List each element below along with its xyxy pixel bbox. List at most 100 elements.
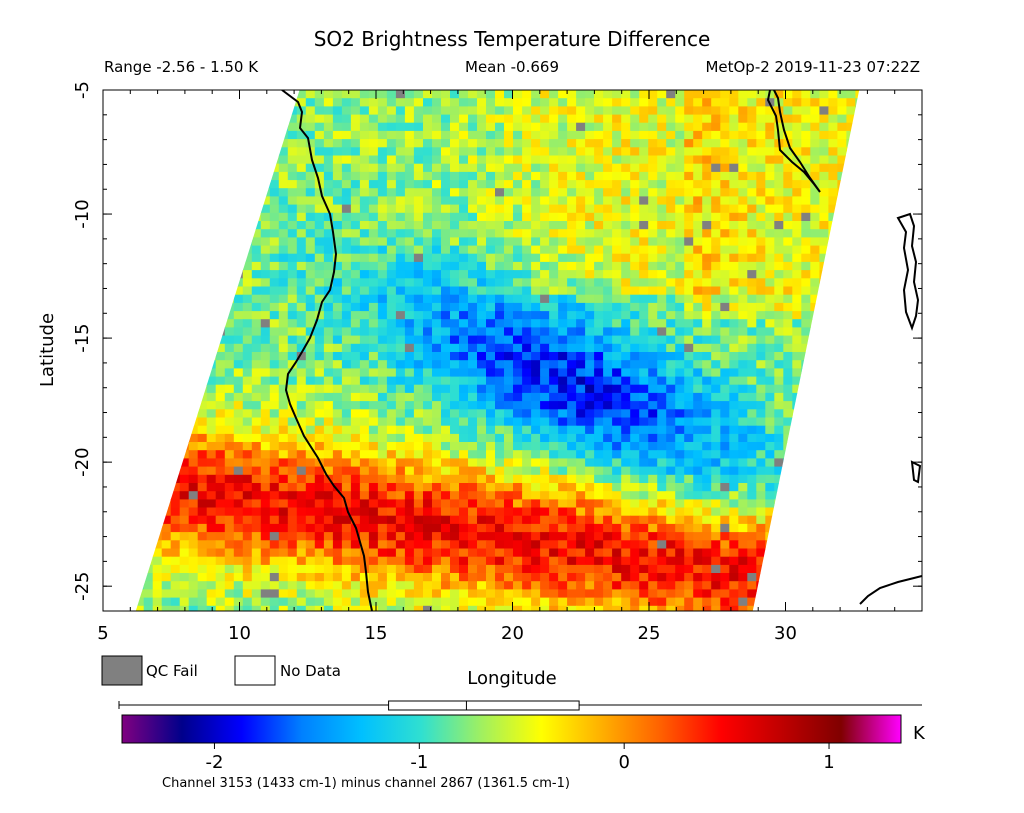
heatmap-cell: [206, 564, 217, 574]
heatmap-cell: [413, 515, 424, 525]
heatmap-cell: [720, 425, 730, 435]
heatmap-cell: [567, 343, 577, 353]
heatmap-cell: [558, 401, 568, 410]
heatmap-cell: [486, 450, 496, 459]
heatmap-cell: [576, 278, 586, 288]
heatmap-cell: [350, 450, 361, 459]
heatmap-cell: [576, 556, 586, 566]
heatmap-cell: [278, 196, 289, 206]
heatmap-cell: [522, 261, 532, 271]
heatmap-cell: [368, 245, 379, 255]
heatmap-cell: [801, 212, 811, 222]
heatmap-cell: [413, 278, 424, 288]
heatmap-cell: [332, 392, 343, 402]
heatmap-cell: [459, 196, 469, 206]
heatmap-cell: [495, 450, 505, 459]
heatmap-cell: [684, 442, 694, 451]
heatmap-cell: [648, 466, 658, 476]
heatmap-cell: [386, 425, 397, 435]
heatmap-cell: [486, 540, 496, 550]
heatmap-cell: [260, 270, 271, 279]
heatmap-cell: [522, 540, 532, 550]
heatmap-cell: [648, 499, 658, 509]
heatmap-cell: [459, 466, 469, 476]
heatmap-cell: [269, 507, 280, 517]
heatmap-cell: [368, 155, 379, 165]
heatmap-cell: [720, 507, 730, 517]
heatmap-cell: [828, 90, 838, 99]
heatmap-cell: [747, 147, 757, 157]
heatmap-cell: [504, 352, 514, 361]
heatmap-cell: [720, 360, 730, 369]
heatmap-cell: [377, 196, 388, 206]
heatmap-cell: [323, 139, 334, 148]
heatmap-cell: [314, 122, 325, 132]
heatmap-cell: [531, 229, 541, 238]
heatmap-cell: [792, 286, 802, 296]
heatmap-cell: [576, 114, 586, 124]
heatmap-cell: [792, 253, 802, 263]
heatmap-cell: [368, 319, 379, 328]
heatmap-cell: [377, 204, 388, 214]
heatmap-cell: [783, 229, 793, 238]
heatmap-cell: [648, 523, 658, 533]
heatmap-cell: [612, 270, 622, 279]
heatmap-cell: [675, 401, 685, 410]
heatmap-cell: [594, 548, 604, 558]
heatmap-cell: [513, 163, 523, 173]
heatmap-cell: [486, 221, 496, 230]
heatmap-cell: [504, 376, 514, 386]
heatmap-cell: [359, 548, 370, 558]
heatmap-cell: [413, 302, 424, 312]
heatmap-cell: [432, 491, 442, 500]
heatmap-cell: [675, 196, 685, 206]
heatmap-cell: [486, 491, 496, 500]
heatmap-cell: [278, 474, 289, 484]
heatmap-cell: [747, 106, 757, 116]
heatmap-cell: [720, 458, 730, 468]
heatmap-cell: [621, 278, 631, 288]
heatmap-cell: [801, 311, 811, 320]
heatmap-cell: [549, 376, 559, 386]
heatmap-cell: [756, 229, 766, 238]
heatmap-cell: [395, 409, 406, 419]
heatmap-cell: [305, 499, 316, 509]
heatmap-cell: [242, 352, 253, 361]
heatmap-cell: [639, 188, 649, 197]
heatmap-cell: [314, 294, 325, 304]
heatmap-cell: [305, 139, 316, 148]
heatmap-cell: [558, 556, 568, 566]
heatmap-cell: [585, 556, 595, 566]
heatmap-cell: [720, 188, 730, 197]
heatmap-cell: [495, 515, 505, 525]
heatmap-cell: [738, 147, 748, 157]
heatmap-cell: [639, 155, 649, 165]
heatmap-cell: [621, 180, 631, 189]
heatmap-cell: [729, 499, 739, 509]
heatmap-cell: [450, 499, 460, 509]
heatmap-cell: [567, 401, 577, 410]
heatmap-cell: [585, 286, 595, 296]
heatmap-cell: [558, 106, 568, 116]
heatmap-cell: [513, 327, 523, 337]
heatmap-cell: [630, 294, 640, 304]
heatmap-cell: [711, 360, 721, 369]
heatmap-cell: [657, 409, 667, 419]
heatmap-cell: [386, 343, 397, 353]
heatmap-cell: [792, 270, 802, 279]
heatmap-cell: [287, 237, 298, 247]
heatmap-cell: [639, 139, 649, 148]
heatmap-cell: [747, 417, 757, 427]
heatmap-cell: [675, 204, 685, 214]
heatmap-cell: [260, 360, 271, 369]
heatmap-cell: [504, 474, 514, 484]
heatmap-cell: [612, 523, 622, 533]
heatmap-cell: [359, 360, 370, 369]
heatmap-cell: [260, 204, 271, 214]
heatmap-cell: [305, 466, 316, 476]
heatmap-cell: [233, 376, 244, 386]
heatmap-cell: [423, 270, 433, 279]
heatmap-cell: [206, 483, 217, 492]
heatmap-cell: [459, 229, 469, 238]
heatmap-cell: [648, 556, 658, 566]
